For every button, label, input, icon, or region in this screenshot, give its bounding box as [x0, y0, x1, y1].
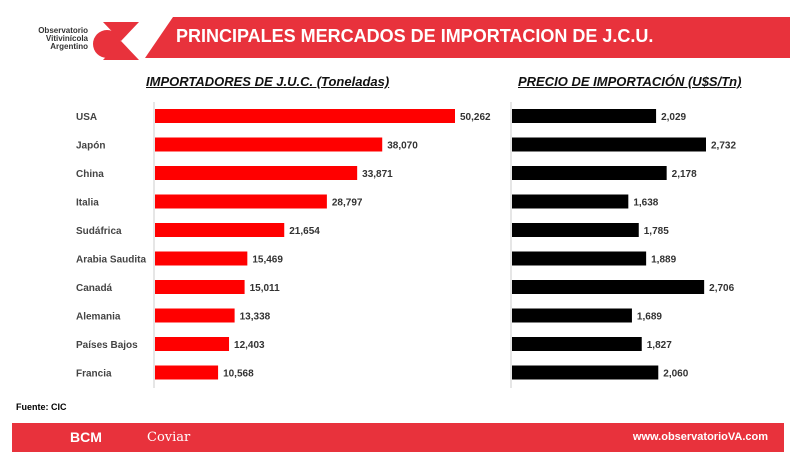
category-label: Italia	[76, 198, 99, 209]
page-title: PRINCIPALES MERCADOS DE IMPORTACION DE J…	[176, 26, 654, 46]
bar	[155, 137, 383, 152]
data-label: 28,797	[332, 198, 363, 209]
data-label: 13,338	[240, 312, 271, 323]
data-label: 1,889	[651, 255, 676, 266]
website-link[interactable]: www.observatorioVA.com	[632, 431, 768, 443]
bar	[512, 280, 705, 294]
data-label: 15,011	[250, 283, 280, 294]
footer: BCM Coviar www.observatorioVA.com	[12, 423, 784, 452]
right-chart-title: PRECIO DE IMPORTACIÓN (U$S/Tn)	[518, 74, 742, 89]
category-label: Canadá	[76, 283, 113, 294]
data-label: 15,469	[252, 255, 283, 266]
data-label: 2,732	[711, 141, 736, 152]
bar	[512, 109, 657, 123]
bar	[155, 194, 327, 209]
bar	[512, 166, 667, 180]
data-label: 33,871	[362, 169, 393, 180]
header-band	[145, 17, 790, 58]
category-label: Países Bajos	[76, 340, 138, 351]
bar	[155, 251, 248, 266]
data-label: 1,689	[637, 312, 662, 323]
bcm-logo: BCM	[70, 429, 102, 445]
category-label: Arabia Saudita	[76, 255, 146, 266]
data-label: 2,706	[709, 283, 734, 294]
category-label: Japón	[76, 141, 105, 152]
category-label: Francia	[76, 369, 112, 380]
coviar-logo: Coviar	[147, 430, 191, 445]
category-label: USA	[76, 112, 97, 123]
bar	[155, 308, 235, 323]
bar	[512, 365, 659, 380]
data-label: 21,654	[289, 226, 320, 237]
category-label: Sudáfrica	[76, 226, 122, 237]
data-label: 10,568	[223, 369, 254, 380]
data-label: 50,262	[460, 112, 491, 123]
logo-mark-icon	[93, 22, 139, 60]
bar	[512, 251, 647, 266]
bar	[155, 280, 245, 294]
logo: Observatorio Vitivinícola Argentino	[28, 20, 139, 60]
bar	[512, 337, 642, 351]
data-label: 1,827	[647, 340, 672, 351]
data-label: 12,403	[234, 340, 265, 351]
source-note: Fuente: CIC	[16, 402, 67, 412]
data-label: 38,070	[387, 141, 418, 152]
bar	[155, 337, 230, 351]
data-label: 1,638	[633, 198, 658, 209]
bar	[155, 109, 455, 123]
bar	[512, 194, 629, 209]
data-label: 1,785	[644, 226, 669, 237]
bar	[512, 308, 632, 323]
logo-text: Observatorio Vitivinícola Argentino	[38, 26, 88, 51]
bar	[155, 166, 358, 180]
data-label: 2,029	[661, 112, 686, 123]
bar	[155, 223, 285, 237]
data-label: 2,178	[672, 169, 697, 180]
bar	[155, 365, 219, 380]
category-label: Alemania	[76, 312, 121, 323]
bar	[512, 223, 639, 237]
bar	[512, 137, 706, 152]
left-chart-title: IMPORTADORES DE J.U.C. (Toneladas)	[146, 74, 390, 89]
category-label: China	[76, 169, 104, 180]
data-label: 2,060	[663, 369, 688, 380]
